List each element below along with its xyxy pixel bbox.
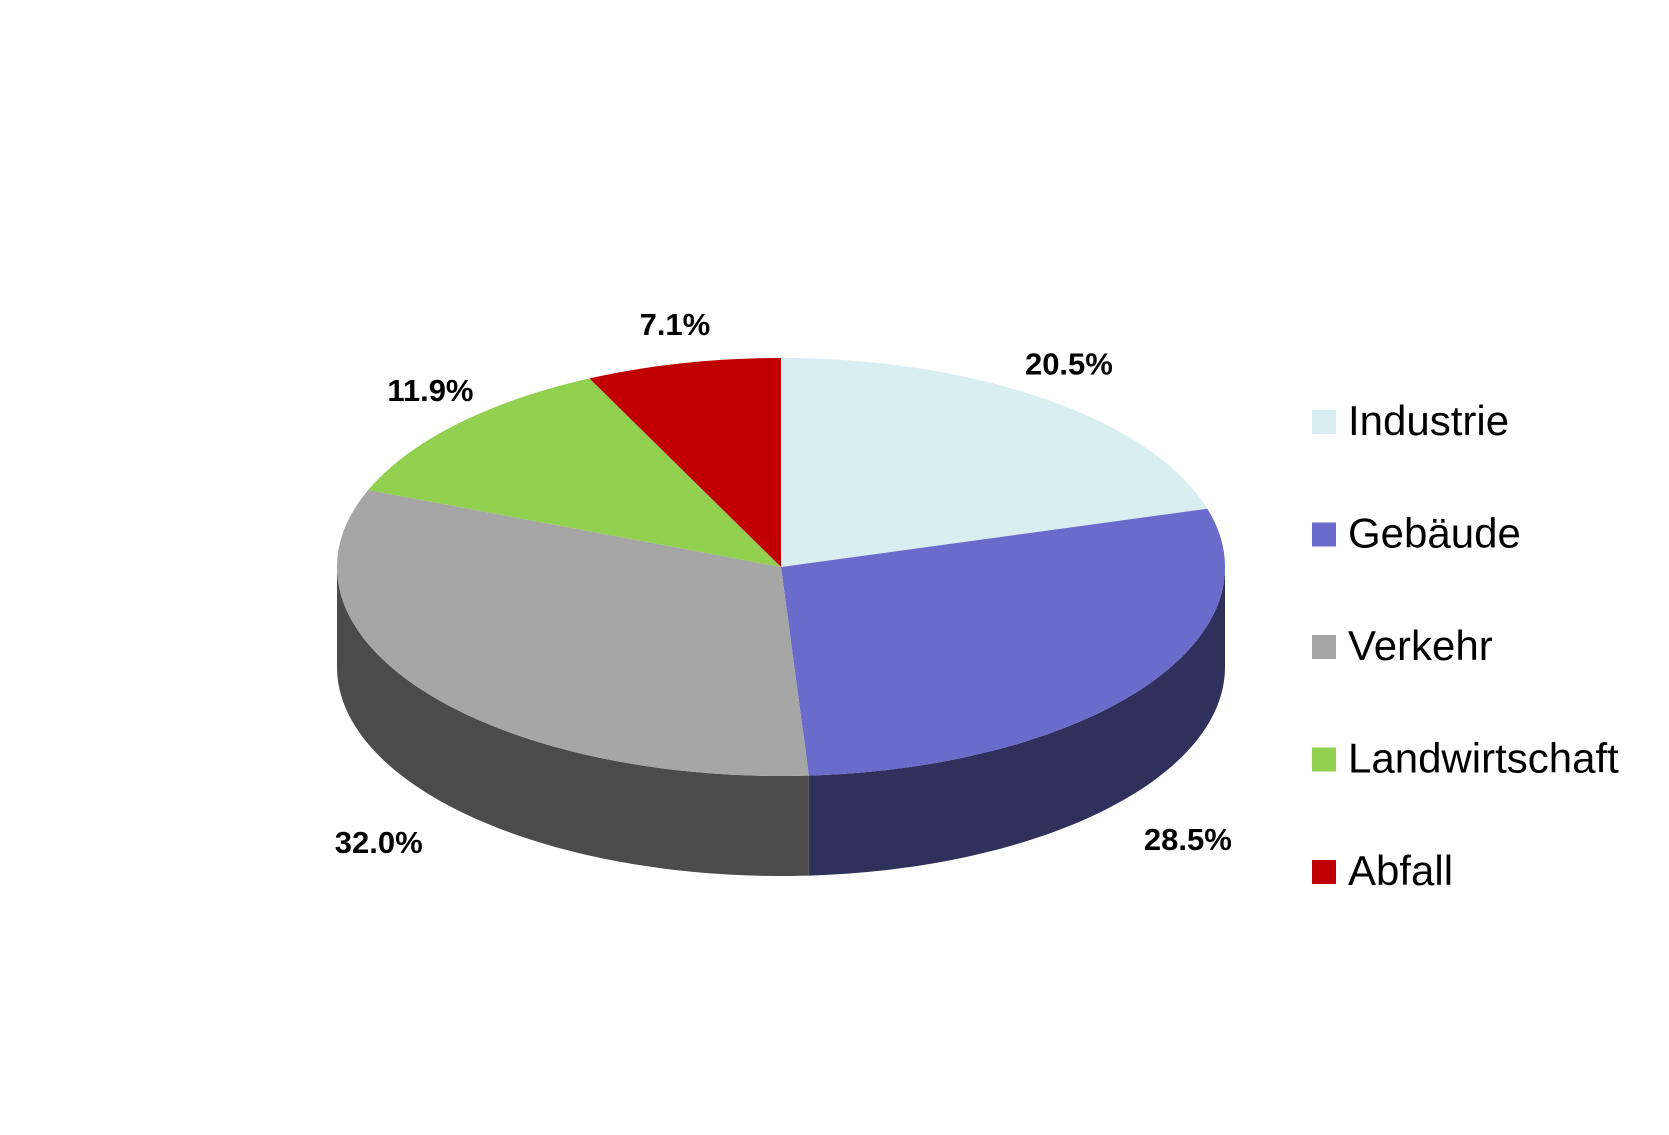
data-label: 7.1%: [640, 307, 711, 342]
legend-label: Abfall: [1348, 847, 1453, 894]
legend-swatch: [1312, 635, 1336, 659]
legend-label: Landwirtschaft: [1348, 735, 1619, 782]
legend-label: Industrie: [1348, 397, 1509, 444]
pie-slice: [368, 378, 781, 567]
legend-swatch: [1312, 860, 1336, 884]
pie-slice-side: [808, 567, 1225, 876]
data-label: 28.5%: [1144, 822, 1232, 857]
legend-swatch: [1312, 410, 1336, 434]
legend-label: Gebäude: [1348, 510, 1521, 557]
data-label: 32.0%: [335, 825, 423, 860]
pie-slice: [337, 490, 809, 776]
legend-swatch: [1312, 747, 1336, 772]
pie-slice: [781, 508, 1225, 776]
legend-label: Verkehr: [1348, 622, 1493, 669]
legend-swatch: [1312, 522, 1336, 547]
pie-slice-side: [337, 567, 809, 876]
pie-slice: [589, 358, 781, 567]
data-label: 20.5%: [1025, 347, 1113, 382]
pie-slice: [781, 358, 1208, 567]
data-label: 11.9%: [387, 373, 473, 408]
